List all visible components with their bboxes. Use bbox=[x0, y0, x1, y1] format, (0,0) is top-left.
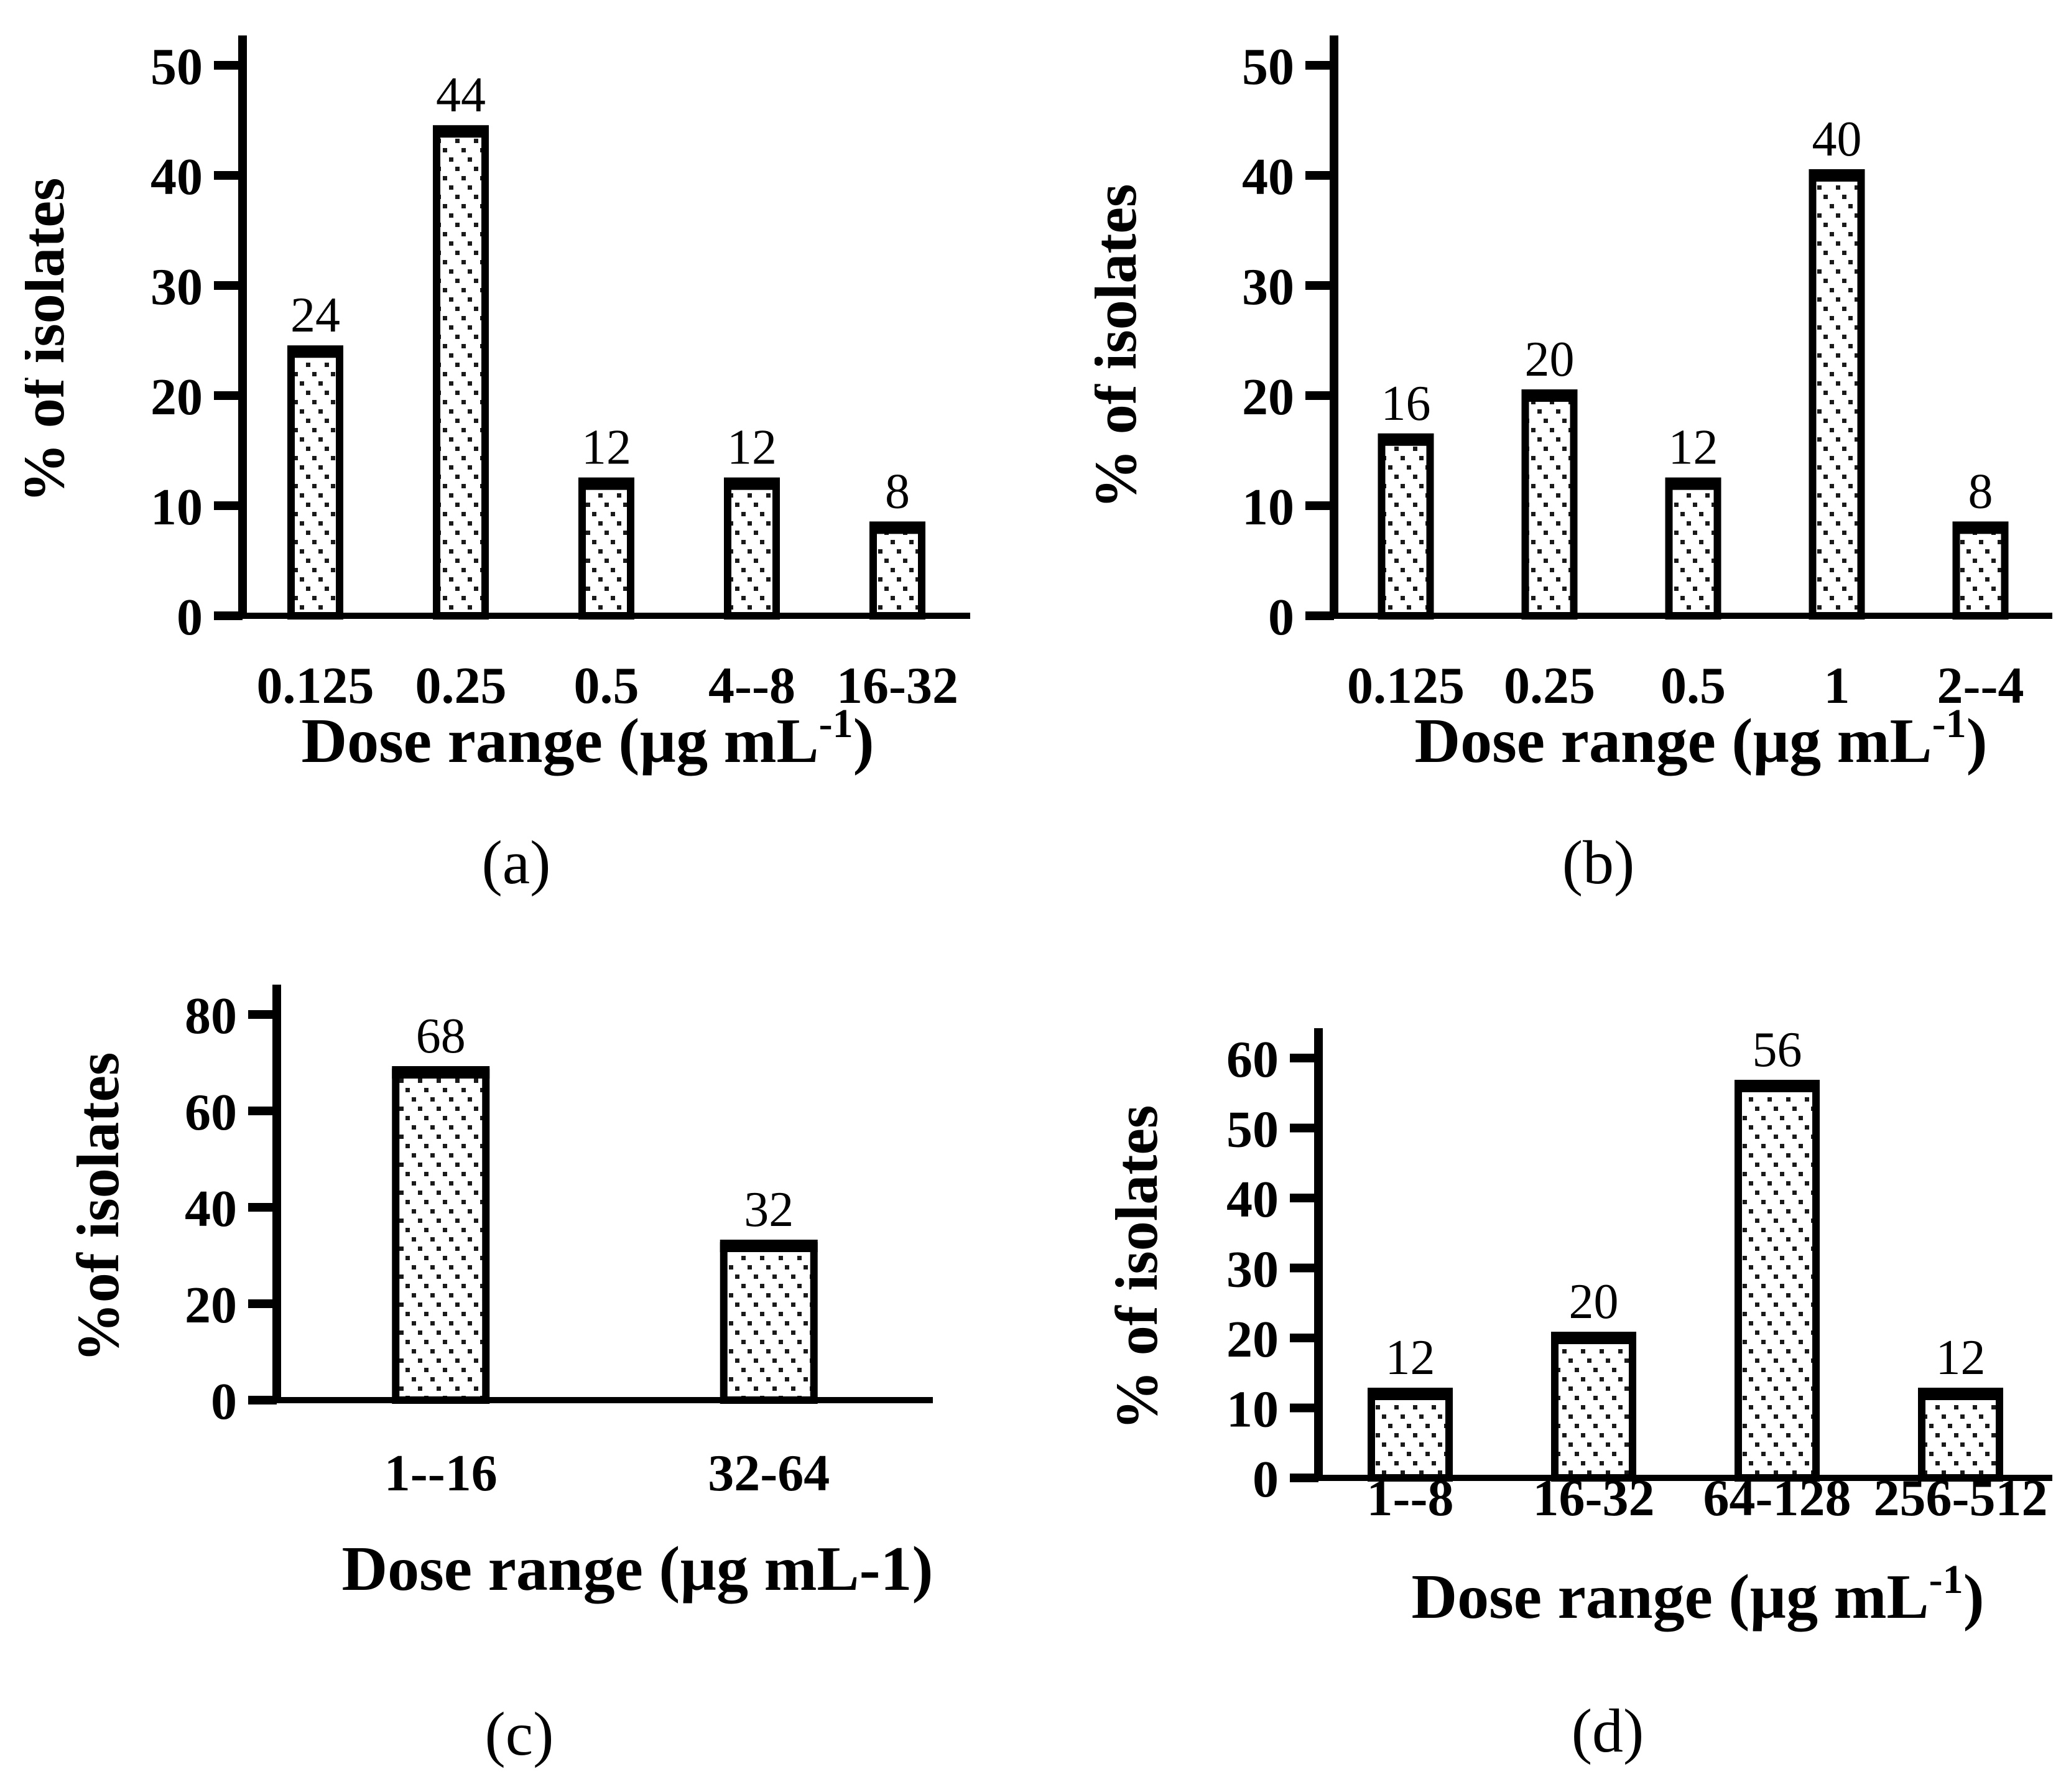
x-category-label: 0.25 bbox=[1504, 657, 1595, 715]
x-category-label: 4--8 bbox=[708, 657, 795, 715]
y-tick-label: 40 bbox=[1226, 1171, 1279, 1228]
chart-d-svg: 0 10 20 30 40 50 60 12 1--8 20 16-32 56 64-128 12 256-… bbox=[1103, 1023, 2052, 1765]
bar-value-label: 12 bbox=[1936, 1330, 1986, 1385]
x-category-label: 32-64 bbox=[708, 1444, 830, 1502]
bar-value-label: 56 bbox=[1753, 1023, 1802, 1077]
y-tick-label: 0 bbox=[177, 588, 203, 646]
panel-b: 0 10 20 30 40 50 16 0.125 20 0.25 12 0.5 40 1 8 2--4 % o… bbox=[1095, 25, 2066, 927]
bar-value-label: 12 bbox=[1669, 420, 1718, 475]
bar-16-32 bbox=[869, 524, 925, 620]
bar-4--8 bbox=[724, 480, 780, 620]
panel-a: 0 10 20 30 40 50 24 0.125 44 0.25 12 0.5 12 4--8 8 16-3… bbox=[25, 25, 995, 927]
bar-value-label: 12 bbox=[1386, 1330, 1435, 1385]
y-tick-label: 10 bbox=[1242, 478, 1294, 536]
x-axis-title: Dose range (µg mL-1) bbox=[1414, 701, 1987, 776]
bar-value-label: 32 bbox=[744, 1182, 794, 1237]
y-tick-label: 20 bbox=[185, 1276, 237, 1334]
bar-value-label: 16 bbox=[1381, 376, 1431, 431]
bar-32-64 bbox=[720, 1242, 818, 1404]
x-category-label: 1--8 bbox=[1367, 1469, 1454, 1527]
y-tick-label: 50 bbox=[1226, 1101, 1279, 1159]
bar-value-label: 20 bbox=[1525, 332, 1575, 387]
x-category-label: 0.5 bbox=[1661, 657, 1726, 715]
panel-d: 0 10 20 30 40 50 60 12 1--8 20 16-32 56 64-128 12 256-… bbox=[1101, 965, 2066, 1792]
bar-value-label: 12 bbox=[581, 420, 631, 475]
y-tick-label: 10 bbox=[1226, 1381, 1279, 1439]
y-tick-label: 40 bbox=[185, 1180, 237, 1238]
y-tick-label: 40 bbox=[151, 148, 203, 206]
bar-0.5 bbox=[578, 480, 634, 620]
y-tick-label: 50 bbox=[151, 38, 203, 96]
y-tick-label: 10 bbox=[151, 478, 203, 536]
bar-2--4 bbox=[1952, 524, 2009, 620]
bar-0.25 bbox=[433, 128, 489, 620]
bar-value-label: 8 bbox=[885, 464, 910, 519]
bar-64-128 bbox=[1735, 1082, 1820, 1482]
y-axis-title: %of isolates bbox=[65, 1052, 131, 1363]
y-tick-label: 60 bbox=[185, 1084, 237, 1141]
y-tick-label: 30 bbox=[1226, 1241, 1279, 1299]
bar-value-label: 44 bbox=[436, 68, 486, 123]
y-tick-label: 20 bbox=[1242, 368, 1294, 426]
y-tick-label: 20 bbox=[1226, 1311, 1279, 1368]
y-tick-label: 30 bbox=[151, 258, 203, 316]
bar-1--8 bbox=[1368, 1390, 1453, 1482]
y-tick-label: 0 bbox=[211, 1373, 237, 1431]
panel-caption: (b) bbox=[1562, 828, 1635, 897]
y-tick-label: 80 bbox=[185, 987, 237, 1045]
bar-value-label: 20 bbox=[1569, 1274, 1619, 1329]
panel-c: 0 20 40 60 80 68 1--16 32 32-64 %of isolates Dose … bbox=[25, 965, 995, 1792]
y-tick-label: 60 bbox=[1226, 1031, 1279, 1089]
y-tick-label: 0 bbox=[1268, 588, 1294, 646]
bar-0.25 bbox=[1521, 392, 1578, 620]
y-tick-label: 30 bbox=[1242, 258, 1294, 316]
y-tick-label: 50 bbox=[1242, 38, 1294, 96]
bar-value-label: 68 bbox=[416, 1009, 466, 1064]
x-category-label: 0.125 bbox=[257, 657, 374, 715]
x-category-label: 0.5 bbox=[574, 657, 639, 715]
bar-value-label: 12 bbox=[727, 420, 777, 475]
y-axis-title: % of isolates bbox=[25, 178, 76, 503]
x-axis-title: Dose range (µg mL-1) bbox=[1411, 1557, 1984, 1632]
x-category-label: 0.125 bbox=[1347, 657, 1465, 715]
panel-caption: (a) bbox=[482, 828, 551, 897]
panel-caption: (c) bbox=[485, 1699, 554, 1768]
y-axis-title: % of isolates bbox=[1095, 184, 1149, 509]
x-category-label: 16-32 bbox=[836, 657, 958, 715]
bar-value-label: 8 bbox=[1968, 464, 1993, 519]
chart-a-svg: 0 10 20 30 40 50 24 0.125 44 0.25 12 0.5 12 4--8 8 16-3… bbox=[25, 35, 970, 897]
x-category-label: 1 bbox=[1824, 657, 1850, 715]
x-category-label: 16-32 bbox=[1533, 1469, 1655, 1527]
bar-0.5 bbox=[1665, 480, 1721, 620]
bar-0.125 bbox=[1378, 435, 1434, 620]
y-tick-label: 0 bbox=[1253, 1451, 1279, 1508]
chart-c-svg: 0 20 40 60 80 68 1--16 32 32-64 %of isolates Dose … bbox=[65, 985, 933, 1768]
bar-1 bbox=[1809, 172, 1865, 620]
bar-256-512 bbox=[1918, 1390, 2003, 1482]
bar-0.125 bbox=[287, 348, 343, 620]
x-category-label: 2--4 bbox=[1937, 657, 2024, 715]
chart-b-svg: 0 10 20 30 40 50 16 0.125 20 0.25 12 0.5 40 1 8 2--4 % o… bbox=[1095, 35, 2052, 897]
x-category-label: 1--16 bbox=[384, 1444, 498, 1502]
y-tick-label: 20 bbox=[151, 368, 203, 426]
y-axis-title: % of isolates bbox=[1103, 1105, 1170, 1431]
bar-16-32 bbox=[1551, 1334, 1636, 1482]
x-category-label: 64-128 bbox=[1703, 1469, 1851, 1527]
x-axis-title: Dose range (µg mL-1) bbox=[301, 701, 874, 776]
x-axis-title: Dose range (µg mL-1) bbox=[341, 1534, 933, 1604]
bar-1--16 bbox=[392, 1069, 490, 1404]
bar-value-label: 24 bbox=[290, 288, 340, 343]
bar-value-label: 40 bbox=[1812, 112, 1862, 167]
y-tick-label: 40 bbox=[1242, 148, 1294, 206]
x-category-label: 0.25 bbox=[415, 657, 507, 715]
x-category-label: 256-512 bbox=[1874, 1469, 2048, 1527]
panel-caption: (d) bbox=[1572, 1696, 1644, 1765]
